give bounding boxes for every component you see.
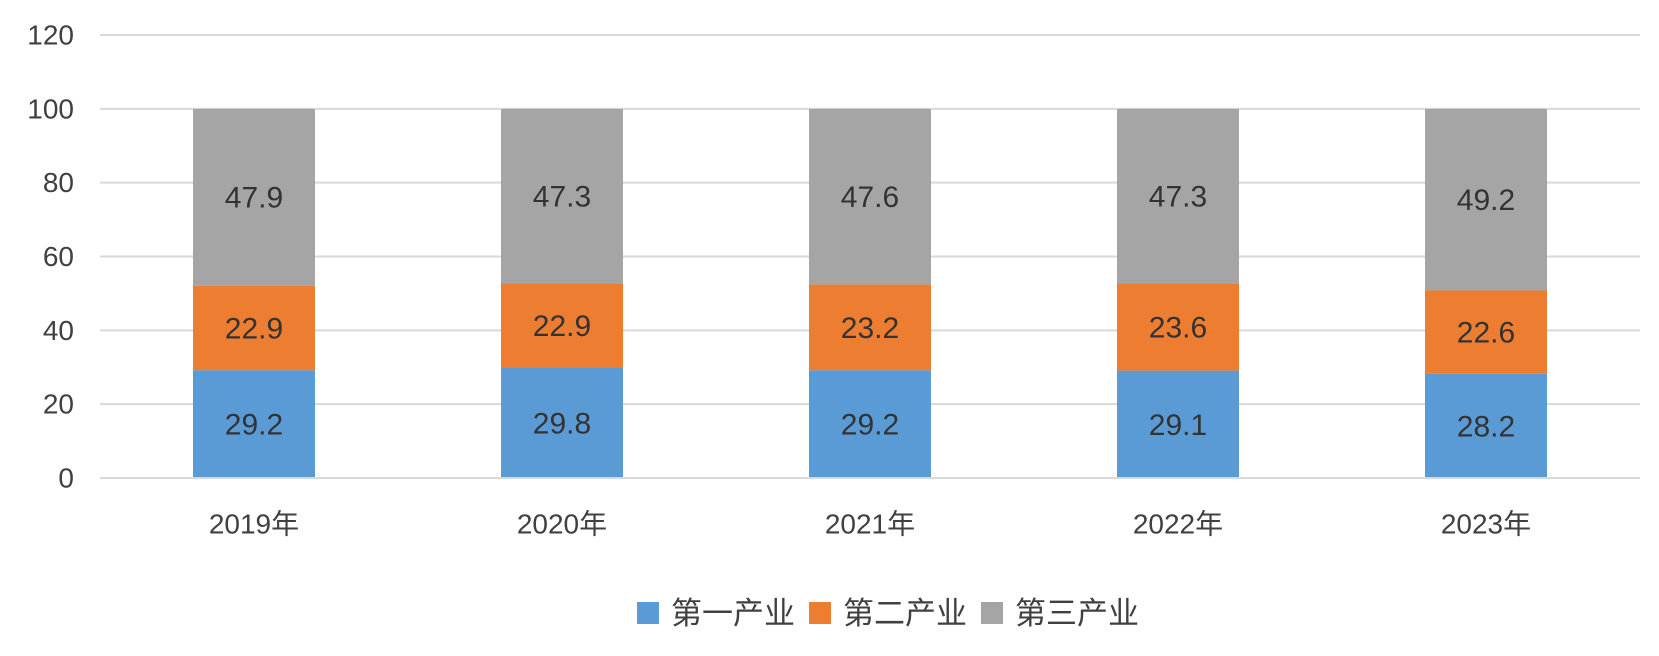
legend-item: 第二产业 [809, 596, 967, 632]
bar-segment [1117, 108, 1239, 284]
bar-segment [501, 108, 623, 284]
bar-segment [501, 367, 623, 478]
y-tick-label: 40 [43, 315, 74, 346]
x-tick-label: 2022年 [1133, 509, 1223, 540]
y-tick-label: 60 [43, 241, 74, 272]
bar-segment [1117, 283, 1239, 371]
x-tick-label: 2019年 [209, 509, 299, 540]
data-label: 29.2 [225, 409, 283, 442]
legend-item: 第三产业 [981, 596, 1139, 632]
legend-swatch [637, 602, 659, 624]
y-tick-label: 120 [27, 20, 74, 51]
y-tick-label: 80 [43, 167, 74, 198]
legend-swatch [809, 602, 831, 624]
data-label: 47.6 [841, 181, 899, 214]
legend-swatch [981, 602, 1003, 624]
data-label: 22.9 [225, 312, 283, 345]
data-label: 28.2 [1457, 410, 1515, 443]
x-tick-label: 2021年 [825, 509, 915, 540]
data-label: 29.8 [533, 407, 591, 440]
bar-segment [1117, 370, 1239, 478]
data-label: 47.9 [225, 182, 283, 215]
bar-segment [809, 108, 931, 285]
x-tick-label: 2023年 [1441, 509, 1531, 540]
bar-segment [809, 284, 931, 371]
bar-segment [501, 283, 623, 368]
data-label: 22.6 [1457, 317, 1515, 350]
y-axis-tick-labels: 0 20 40 60 80 100 120 [27, 20, 74, 494]
legend-item: 第一产业 [637, 596, 795, 632]
data-label: 23.2 [841, 312, 899, 345]
data-label: 22.9 [533, 310, 591, 343]
legend-label: 第一产业 [671, 596, 795, 632]
legend-label: 第二产业 [843, 596, 967, 632]
bar-segment [1425, 373, 1547, 478]
bars [193, 108, 1547, 478]
data-label: 23.6 [1149, 312, 1207, 345]
legend-label: 第三产业 [1015, 596, 1139, 632]
data-labels: 29.2 22.9 47.9 29.8 22.9 47.3 29.2 23.2 47.6 29.1… [225, 181, 1515, 444]
data-label: 47.3 [533, 181, 591, 214]
legend: 第一产业 第二产业 第三产业 [637, 596, 1139, 632]
y-tick-label: 100 [27, 93, 74, 124]
data-label: 49.2 [1457, 184, 1515, 217]
bar-segment [809, 370, 931, 478]
y-tick-label: 0 [58, 463, 74, 494]
x-tick-label: 2020年 [517, 509, 607, 540]
data-label: 47.3 [1149, 181, 1207, 214]
bar-segment [193, 285, 315, 371]
bar-segment [193, 108, 315, 286]
data-label: 29.2 [841, 409, 899, 442]
bar-segment [1425, 290, 1547, 374]
y-tick-label: 20 [43, 389, 74, 420]
bar-segment [1425, 108, 1547, 291]
x-axis-tick-labels: 2019年 2020年 2021年 2022年 2023年 [209, 509, 1531, 540]
bar-segment [193, 370, 315, 478]
data-label: 29.1 [1149, 409, 1207, 442]
